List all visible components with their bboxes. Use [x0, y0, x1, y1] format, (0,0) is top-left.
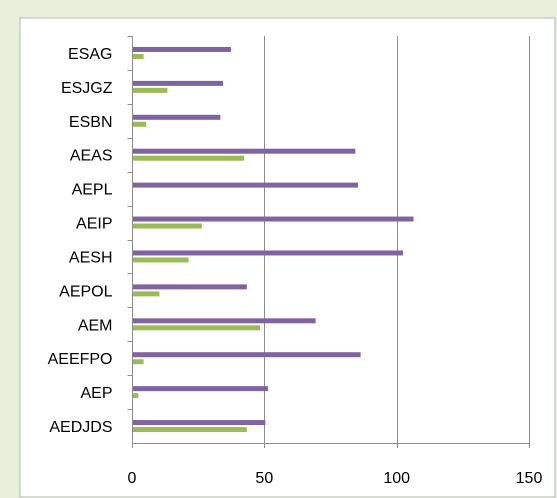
gridlines	[264, 36, 530, 443]
tick-labels: 0 50 100 150 ESAG ESJGZ ESBN AEAS AEPL AEIP AESH AE…	[48, 46, 543, 487]
bar-series-1	[133, 386, 268, 392]
bar-series-1	[133, 250, 403, 256]
y-tick-label: ESAG	[68, 46, 112, 63]
bar-series-1	[133, 80, 223, 86]
y-tick-label: AEDJDS	[49, 419, 112, 436]
bar-series-1	[133, 148, 356, 154]
axes	[127, 36, 530, 448]
y-tick-label: AEAS	[70, 148, 113, 165]
chart-frame	[19, 17, 556, 498]
x-tick-label: 150	[516, 470, 543, 487]
y-tick-label: ESBN	[69, 114, 113, 131]
bar-series-2	[133, 53, 144, 59]
bar-series-1	[133, 318, 316, 324]
y-tick-label: AEM	[78, 317, 113, 334]
bar-series-1	[133, 420, 266, 426]
bar-series-2	[133, 87, 168, 93]
bars	[133, 46, 414, 433]
y-tick-label: AEP	[80, 385, 112, 402]
bar-series-2	[133, 223, 202, 229]
bar-series-2	[133, 325, 261, 331]
bar-series-1	[133, 352, 361, 358]
bar-series-2	[133, 121, 147, 127]
y-tick-label: AESH	[69, 249, 113, 266]
bar-series-2	[133, 359, 144, 365]
bar-series-2	[133, 257, 189, 263]
bar-series-1	[133, 284, 247, 290]
bar-series-2	[133, 393, 139, 399]
bar-series-2	[133, 291, 160, 297]
bar-series-1	[133, 114, 221, 120]
bar-series-1	[133, 46, 231, 52]
bar-series-2	[133, 427, 247, 433]
x-tick-label: 0	[128, 470, 137, 487]
bar-series-1	[133, 216, 414, 222]
y-tick-label: ESJGZ	[61, 80, 113, 97]
y-tick-label: AEIP	[76, 216, 112, 233]
x-tick-label: 50	[255, 470, 273, 487]
y-tick-label: AEEFPO	[48, 351, 113, 368]
y-tick-label: AEPOL	[59, 283, 112, 300]
bar-series-2	[133, 155, 245, 161]
bar-series-1	[133, 182, 358, 188]
x-tick-label: 100	[383, 470, 410, 487]
y-tick-label: AEPL	[72, 182, 113, 199]
